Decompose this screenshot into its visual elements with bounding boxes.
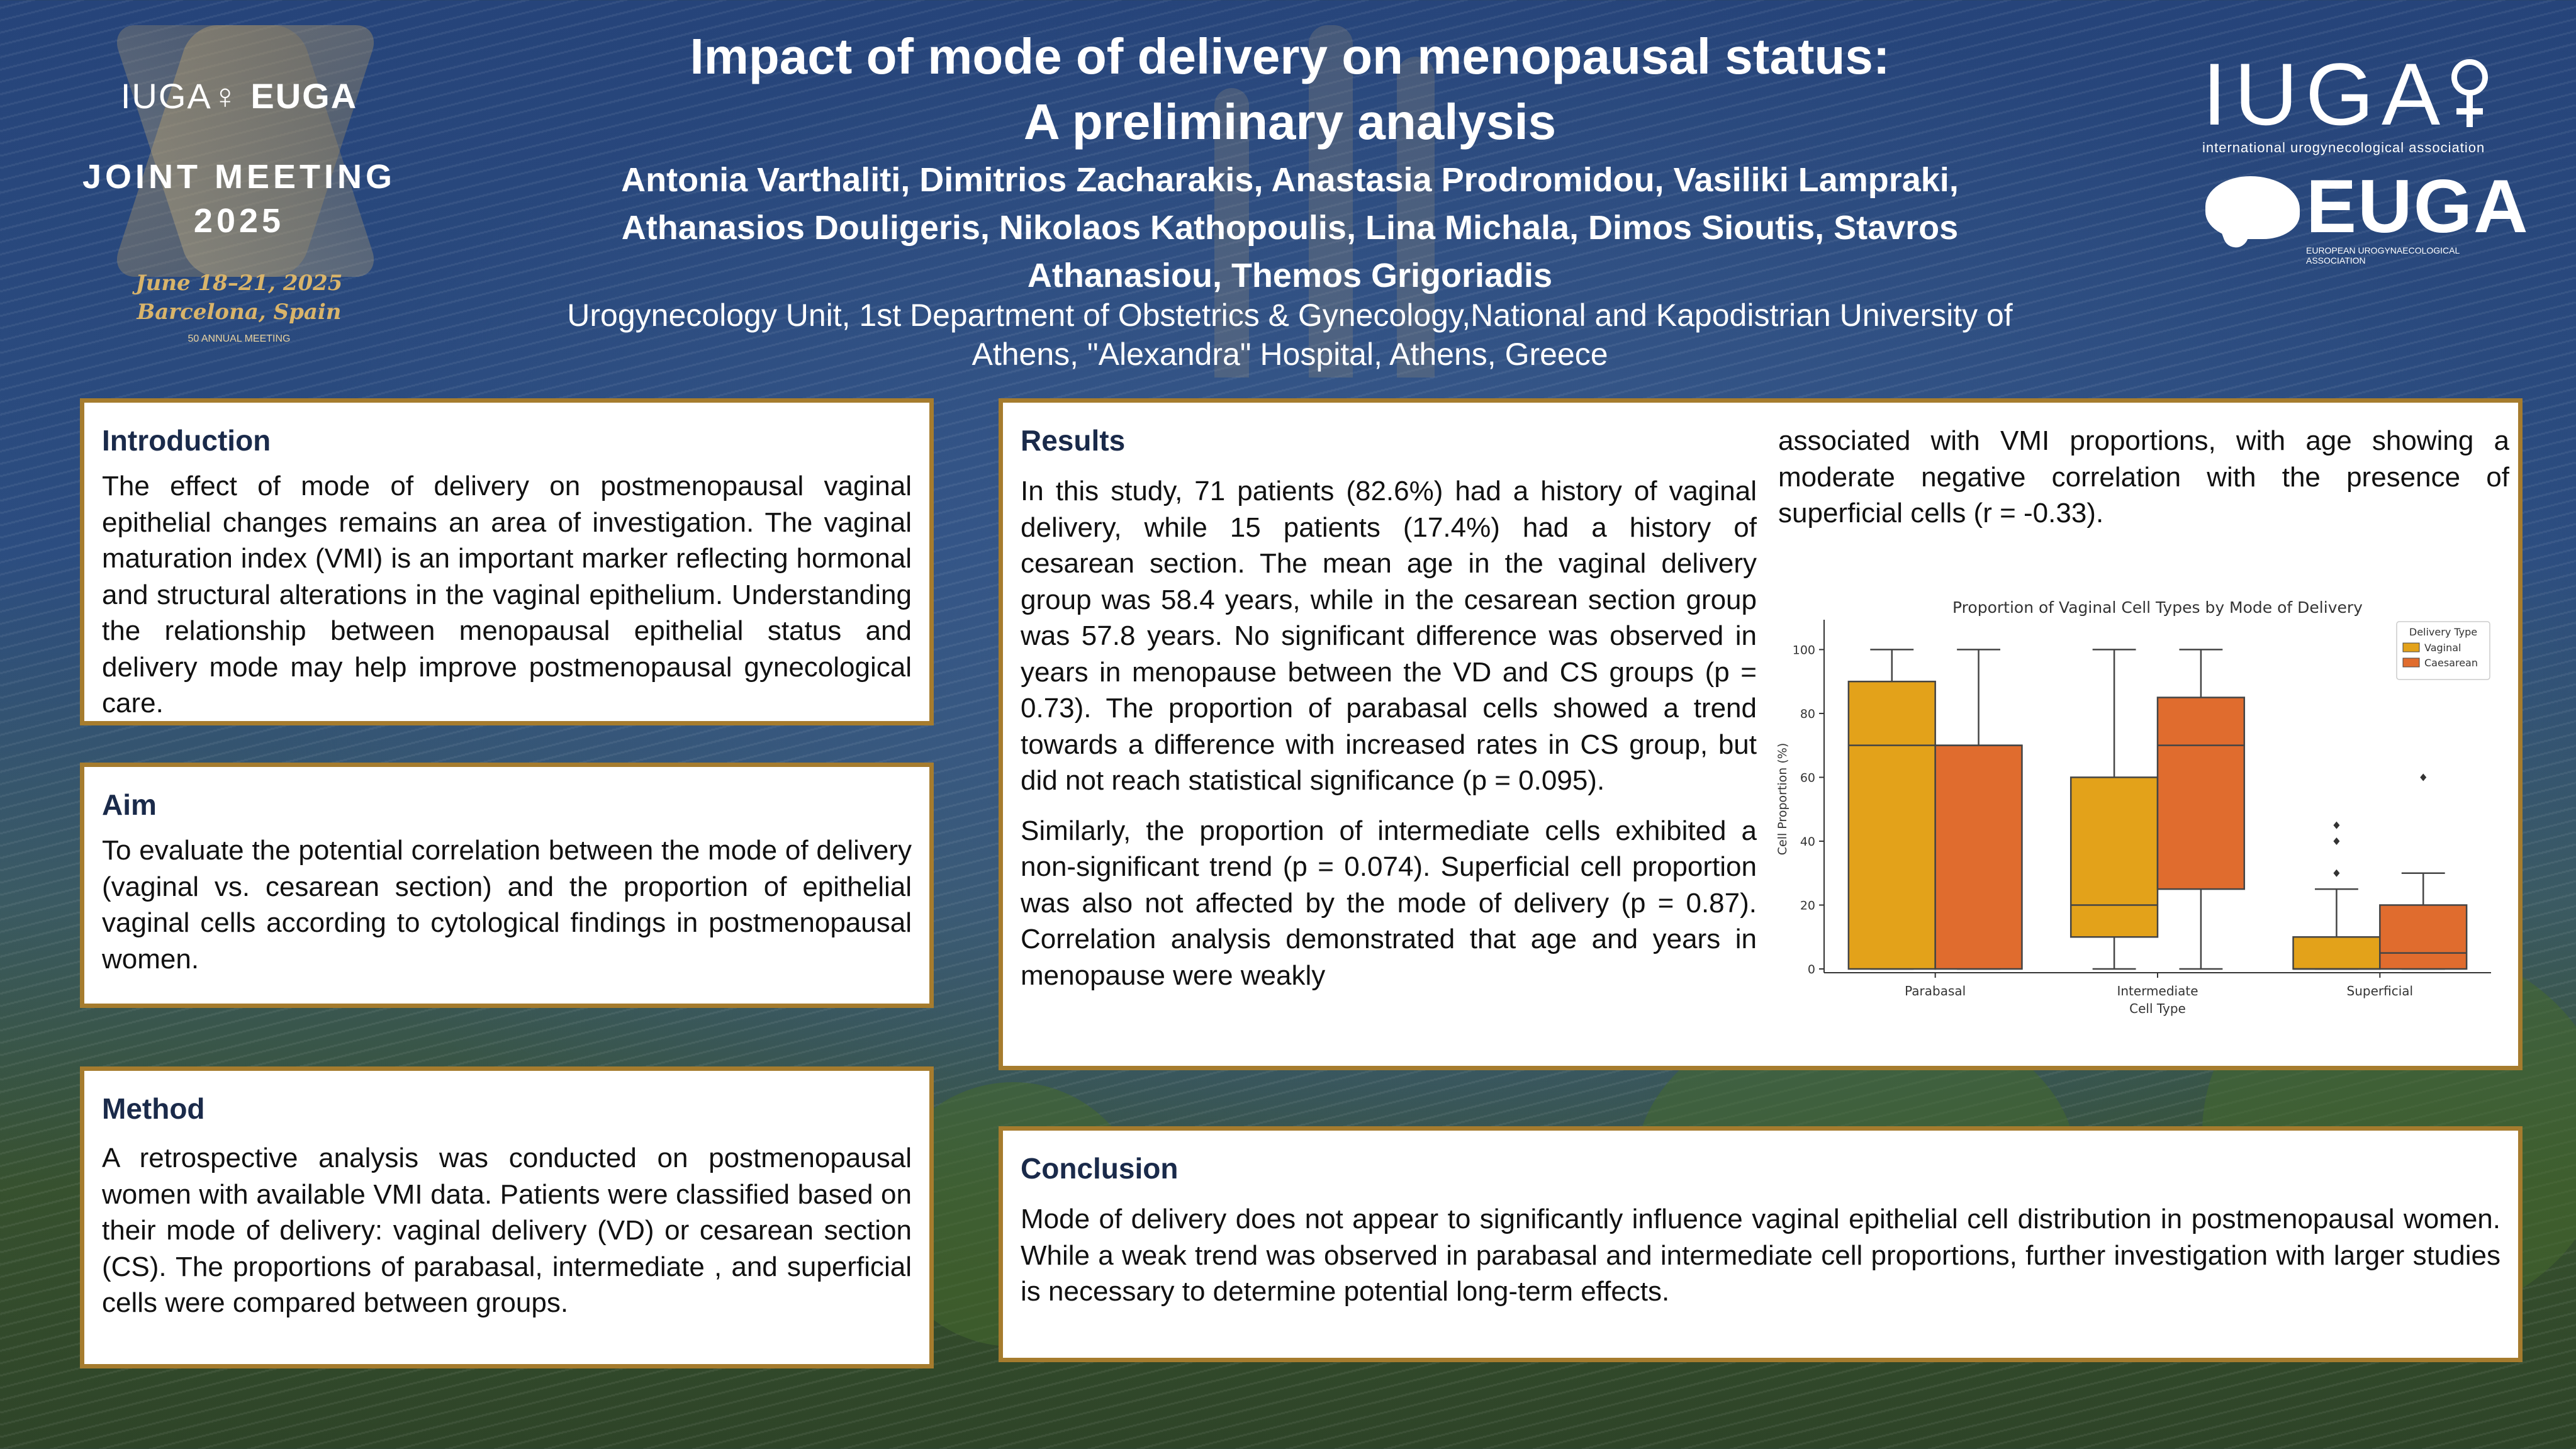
outlier-point bbox=[2333, 869, 2340, 877]
introduction-panel: Introduction The effect of mode of deliv… bbox=[80, 398, 934, 725]
method-heading: Method bbox=[102, 1092, 205, 1125]
author-list: Antonia Varthaliti, Dimitrios Zacharakis… bbox=[621, 161, 1959, 294]
outlier-point bbox=[2420, 773, 2427, 781]
background-tower bbox=[1397, 57, 1435, 378]
boxplot-chart: Proportion of Vaginal Cell Types by Mode… bbox=[1776, 598, 2491, 1016]
y-axis-label: Cell Proportion (%) bbox=[1776, 743, 1789, 856]
results-heading: Results bbox=[1021, 424, 1126, 457]
logo-place: Barcelona, Spain bbox=[137, 299, 342, 325]
y-tick-label: 0 bbox=[1808, 963, 1815, 976]
logo-year: 2025 bbox=[193, 202, 285, 240]
box-vaginal-intermediate bbox=[2069, 776, 2159, 938]
method-panel: Method A retrospective analysis was cond… bbox=[80, 1066, 934, 1368]
iuga-wordmark: IUGA bbox=[2202, 45, 2448, 143]
legend-swatch bbox=[2402, 657, 2420, 668]
legend-swatch bbox=[2402, 642, 2420, 652]
venus-icon-bar bbox=[2456, 108, 2483, 115]
aim-panel: Aim To evaluate the potential correlatio… bbox=[80, 763, 934, 1008]
euga-subtitle: EUROPEAN UROGYNAECOLOGICAL ASSOCIATION bbox=[2306, 245, 2460, 266]
legend-label: Caesarean bbox=[2424, 657, 2478, 669]
results-paragraph-2: Similarly, the proportion of intermediat… bbox=[1021, 815, 1757, 991]
legend-label: Vaginal bbox=[2424, 642, 2461, 654]
background-tower bbox=[1214, 88, 1249, 378]
y-tick-label: 60 bbox=[1800, 771, 1815, 785]
background-tower bbox=[1309, 25, 1353, 378]
logo-anniversary: 50 ANNUAL MEETING bbox=[188, 333, 291, 344]
conclusion-panel: Conclusion Mode of delivery does not app… bbox=[999, 1126, 2523, 1362]
y-tick-label: 40 bbox=[1800, 835, 1815, 849]
results-paragraph-1: In this study, 71 patients (82.6%) had a… bbox=[1021, 476, 1757, 796]
outlier-point bbox=[2333, 837, 2340, 845]
box-vaginal-superficial bbox=[2292, 936, 2381, 970]
introduction-text: The effect of mode of delivery on postme… bbox=[102, 471, 912, 719]
conclusion-heading: Conclusion bbox=[1021, 1152, 1179, 1185]
legend-title: Delivery Type bbox=[2409, 626, 2477, 638]
results-left-column: Results In this study, 71 patients (82.6… bbox=[1021, 423, 1757, 993]
results-right-column: associated with VMI proportions, with ag… bbox=[1778, 423, 2509, 532]
box-caesarean-parabasal bbox=[1934, 744, 2023, 970]
introduction-heading: Introduction bbox=[102, 424, 271, 457]
results-paragraph-3: associated with VMI proportions, with ag… bbox=[1778, 425, 2509, 529]
legend-box bbox=[2396, 621, 2490, 680]
poster-title: Impact of mode of delivery on menopausal… bbox=[690, 28, 1890, 150]
affiliation: Urogynecology Unit, 1st Department of Ob… bbox=[567, 298, 2013, 372]
outlier-point bbox=[2333, 821, 2340, 829]
results-panel: Results In this study, 71 patients (82.6… bbox=[999, 398, 2523, 1070]
aim-heading: Aim bbox=[102, 788, 157, 821]
logo-org-names: IUGA♀ EUGA bbox=[120, 76, 358, 116]
box-caesarean-superficial bbox=[2379, 904, 2468, 970]
x-axis-label: Cell Type bbox=[2129, 1001, 2186, 1016]
brain-icon bbox=[2205, 176, 2300, 239]
box-vaginal-parabasal bbox=[1847, 680, 1936, 970]
method-text: A retrospective analysis was conducted o… bbox=[102, 1143, 912, 1318]
logo-dates: June 18–21, 2025 bbox=[135, 271, 343, 296]
y-tick-label: 100 bbox=[1793, 643, 1815, 657]
box-caesarean-intermediate bbox=[2156, 697, 2246, 890]
x-tick-label: Superficial bbox=[2347, 983, 2414, 999]
x-tick-label: Parabasal bbox=[1905, 983, 1966, 999]
y-tick-label: 20 bbox=[1800, 898, 1815, 912]
aim-text: To evaluate the potential correlation be… bbox=[102, 835, 912, 975]
euga-logo: EUGA EUROPEAN UROGYNAECOLOGICAL ASSOCIAT… bbox=[2205, 169, 2528, 266]
conclusion-text: Mode of delivery does not appear to sign… bbox=[1021, 1204, 2500, 1307]
y-tick-label: 80 bbox=[1800, 707, 1815, 721]
logo-joint-meeting: JOINT MEETING bbox=[82, 158, 396, 196]
chart-title: Proportion of Vaginal Cell Types by Mode… bbox=[1952, 598, 2363, 617]
joint-meeting-logo: IUGA♀ EUGA JOINT MEETING 2025 June 18–21… bbox=[63, 25, 415, 344]
euga-wordmark: EUGA bbox=[2306, 164, 2529, 249]
x-tick-label: Intermediate bbox=[2117, 983, 2198, 999]
venus-icon bbox=[2451, 59, 2488, 96]
iuga-logo: IUGA international urogynecological asso… bbox=[2202, 45, 2498, 155]
iuga-subtitle: international urogynecological associati… bbox=[2202, 140, 2485, 155]
